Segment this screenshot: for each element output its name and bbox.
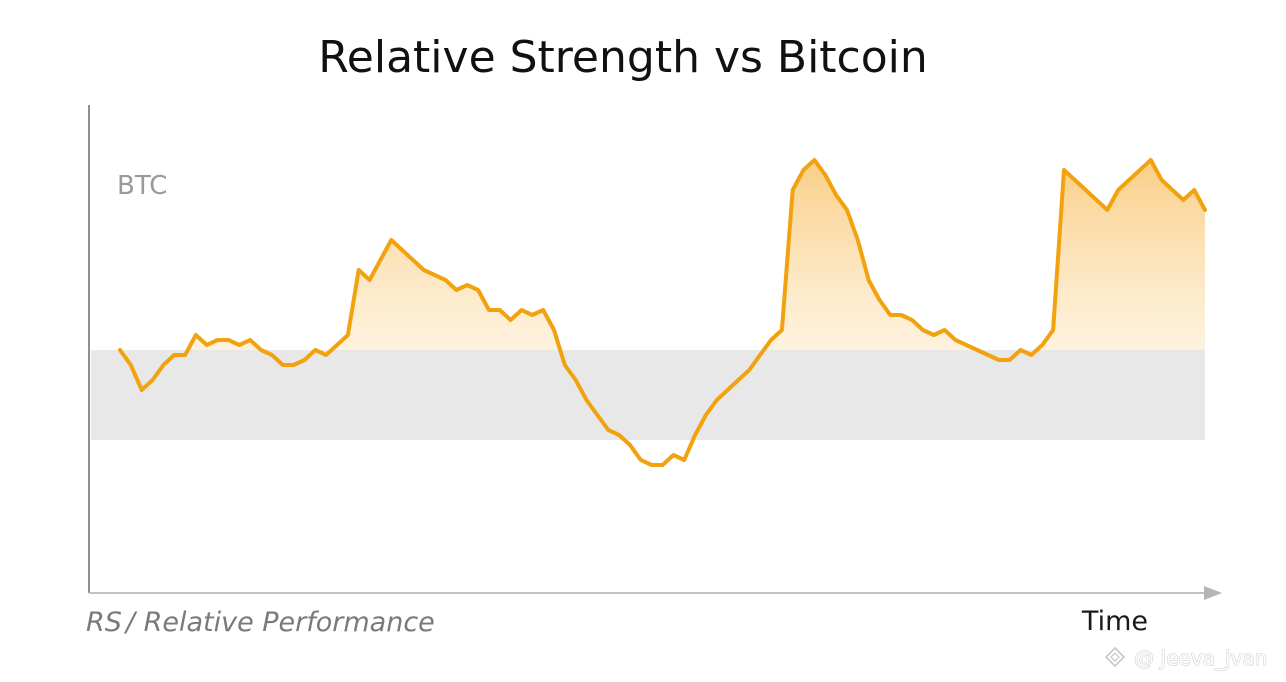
chart-title: Relative Strength vs Bitcoin — [318, 32, 928, 83]
series-label-btc: BTC — [117, 171, 167, 201]
y-axis-label: RS / Relative Performance — [86, 607, 435, 638]
neutral-band — [91, 350, 1205, 440]
y-axis-label-suffix: / Relative Performance — [124, 607, 435, 638]
y-axis-label-prefix: RS — [86, 607, 122, 638]
series-line-btc — [118, 158, 1207, 467]
watermark-logo-icon — [1104, 646, 1126, 668]
area-fill — [120, 160, 1205, 350]
watermark-text: @ Jeeva_jvan — [1134, 646, 1267, 670]
x-axis-arrowhead — [1204, 586, 1222, 600]
watermark: @ Jeeva_jvan — [1104, 646, 1268, 671]
x-axis-label: Time — [1081, 606, 1148, 637]
